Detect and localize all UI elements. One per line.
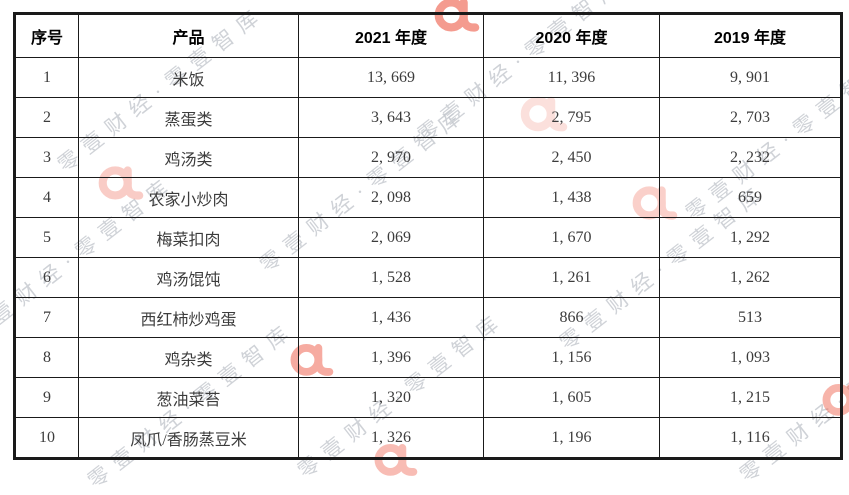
cell-no: 10 bbox=[14, 417, 79, 459]
cell-no: 2 bbox=[14, 97, 79, 138]
cell-2021: 1, 396 bbox=[298, 337, 484, 378]
table-row: 7 西红柿炒鸡蛋 1, 436 866 513 bbox=[14, 297, 842, 338]
cell-2019: 1, 116 bbox=[659, 417, 842, 459]
cell-product: 葱油菜苔 bbox=[78, 377, 299, 418]
cell-2021: 1, 436 bbox=[298, 297, 484, 338]
table-row: 4 农家小炒肉 2, 098 1, 438 659 bbox=[14, 177, 842, 218]
cell-2019: 1, 262 bbox=[659, 257, 842, 298]
cell-no: 7 bbox=[14, 297, 79, 338]
cell-2020: 2, 450 bbox=[483, 137, 660, 178]
cell-product: 蒸蛋类 bbox=[78, 97, 299, 138]
cell-2019: 2, 703 bbox=[659, 97, 842, 138]
cell-2021: 2, 970 bbox=[298, 137, 484, 178]
cell-2021: 2, 069 bbox=[298, 217, 484, 258]
table-row: 2 蒸蛋类 3, 643 2, 795 2, 703 bbox=[14, 97, 842, 138]
cell-2020: 1, 156 bbox=[483, 337, 660, 378]
table-row: 6 鸡汤馄饨 1, 528 1, 261 1, 262 bbox=[14, 257, 842, 298]
cell-2021: 3, 643 bbox=[298, 97, 484, 138]
cell-2020: 1, 261 bbox=[483, 257, 660, 298]
cell-no: 5 bbox=[14, 217, 79, 258]
cell-2019: 659 bbox=[659, 177, 842, 218]
cell-2021: 1, 528 bbox=[298, 257, 484, 298]
cell-2019: 513 bbox=[659, 297, 842, 338]
cell-2020: 866 bbox=[483, 297, 660, 338]
cell-2021: 13, 669 bbox=[298, 57, 484, 98]
cell-no: 1 bbox=[14, 57, 79, 98]
cell-product: 鸡汤类 bbox=[78, 137, 299, 178]
cell-product: 农家小炒肉 bbox=[78, 177, 299, 218]
cell-2020: 1, 670 bbox=[483, 217, 660, 258]
cell-2019: 9, 901 bbox=[659, 57, 842, 98]
cell-no: 4 bbox=[14, 177, 79, 218]
cell-2019: 1, 292 bbox=[659, 217, 842, 258]
table-row: 5 梅菜扣肉 2, 069 1, 670 1, 292 bbox=[14, 217, 842, 258]
cell-2021: 2, 098 bbox=[298, 177, 484, 218]
table-row: 10 凤爪/香肠蒸豆米 1, 326 1, 196 1, 116 bbox=[14, 417, 842, 459]
col-header-2019: 2019 年度 bbox=[659, 13, 842, 58]
cell-2020: 11, 396 bbox=[483, 57, 660, 98]
col-header-2021: 2021 年度 bbox=[298, 13, 484, 58]
cell-2020: 1, 438 bbox=[483, 177, 660, 218]
cell-product: 鸡汤馄饨 bbox=[78, 257, 299, 298]
cell-no: 9 bbox=[14, 377, 79, 418]
cell-product: 鸡杂类 bbox=[78, 337, 299, 378]
cell-product: 梅菜扣肉 bbox=[78, 217, 299, 258]
product-revenue-table: 序号 产品 2021 年度 2020 年度 2019 年度 1 米饭 13, 6… bbox=[13, 12, 843, 460]
table-row: 8 鸡杂类 1, 396 1, 156 1, 093 bbox=[14, 337, 842, 378]
cell-product: 米饭 bbox=[78, 57, 299, 98]
col-header-no: 序号 bbox=[14, 13, 79, 58]
table-row: 1 米饭 13, 669 11, 396 9, 901 bbox=[14, 57, 842, 98]
cell-2019: 1, 215 bbox=[659, 377, 842, 418]
cell-no: 3 bbox=[14, 137, 79, 178]
table-row: 9 葱油菜苔 1, 320 1, 605 1, 215 bbox=[14, 377, 842, 418]
col-header-product: 产品 bbox=[78, 13, 299, 58]
cell-product: 西红柿炒鸡蛋 bbox=[78, 297, 299, 338]
cell-no: 8 bbox=[14, 337, 79, 378]
cell-2020: 2, 795 bbox=[483, 97, 660, 138]
cell-product: 凤爪/香肠蒸豆米 bbox=[78, 417, 299, 459]
cell-2021: 1, 326 bbox=[298, 417, 484, 459]
cell-2019: 2, 232 bbox=[659, 137, 842, 178]
cell-no: 6 bbox=[14, 257, 79, 298]
table-header-row: 序号 产品 2021 年度 2020 年度 2019 年度 bbox=[14, 13, 842, 58]
cell-2021: 1, 320 bbox=[298, 377, 484, 418]
table-row: 3 鸡汤类 2, 970 2, 450 2, 232 bbox=[14, 137, 842, 178]
cell-2020: 1, 196 bbox=[483, 417, 660, 459]
col-header-2020: 2020 年度 bbox=[483, 13, 660, 58]
cell-2020: 1, 605 bbox=[483, 377, 660, 418]
cell-2019: 1, 093 bbox=[659, 337, 842, 378]
